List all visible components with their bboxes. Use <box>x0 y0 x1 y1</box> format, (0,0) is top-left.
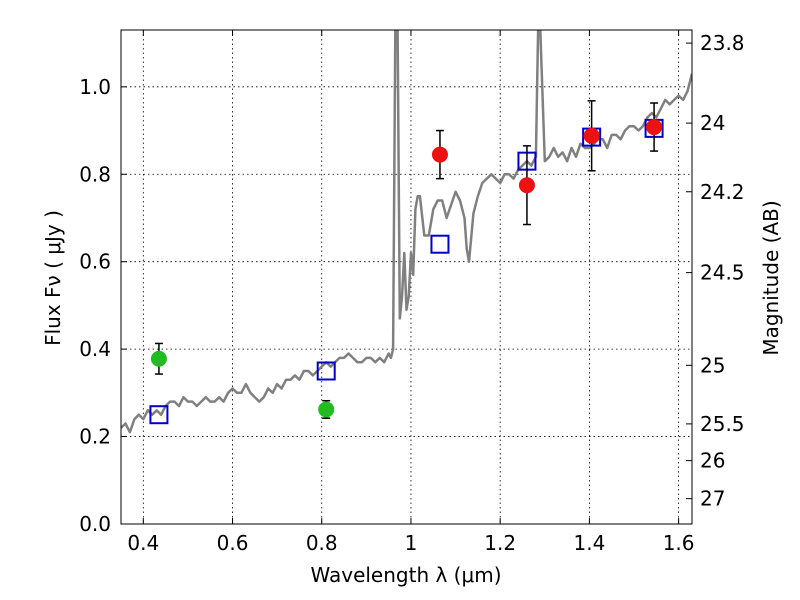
y-axis-title: Flux Fν ( μJy ) <box>41 210 65 346</box>
y-tick-label-4: 0.8 <box>79 162 111 186</box>
sed-line <box>121 30 692 434</box>
y-tick-label-2: 0.4 <box>79 337 111 361</box>
observed-point-3-0 <box>431 146 448 163</box>
right-tick-label-1: 24 <box>700 111 725 135</box>
y-tick-label-3: 0.6 <box>79 250 111 274</box>
observed-point-2-1 <box>318 401 335 418</box>
grid <box>121 30 692 525</box>
right-tick-label-5: 25.5 <box>700 412 745 436</box>
model-square-2 <box>430 234 450 254</box>
x-tick-label-0: 0.4 <box>127 531 159 555</box>
ticks: 0.4 0.6 0.8 1 1.2 1.4 1.6 0.0 0.2 0.4 0.6 0.8 1.0 23.… <box>79 30 745 555</box>
x-tick-label-6: 1.6 <box>663 531 695 555</box>
x-tick-label-4: 1.2 <box>484 531 516 555</box>
y-tick-label-5: 1.0 <box>79 75 111 99</box>
observed-point-3-1 <box>518 177 535 194</box>
plot-area <box>121 30 692 434</box>
right-tick-label-2: 24.2 <box>700 180 745 204</box>
model-square-1 <box>316 361 336 381</box>
x-tick-label-3: 1 <box>405 531 418 555</box>
y-tick-label-1: 0.2 <box>79 425 111 449</box>
observed-point-3-3 <box>646 119 663 136</box>
right-tick-label-6: 26 <box>700 449 725 473</box>
observed-point-3-2 <box>583 127 600 144</box>
y-axis-right-title: Magnitude (AB) <box>759 200 783 355</box>
right-tick-label-3: 24.5 <box>700 261 745 285</box>
y-tick-label-0: 0.0 <box>79 512 111 536</box>
model-square-0 <box>149 405 169 425</box>
x-tick-label-2: 0.8 <box>306 531 338 555</box>
observed-point-2-0 <box>150 350 167 367</box>
right-tick-label-7: 27 <box>700 487 725 511</box>
x-tick-label-5: 1.4 <box>573 531 605 555</box>
right-tick-label-0: 23.8 <box>700 31 745 55</box>
plot-frame <box>120 29 693 525</box>
x-tick-label-1: 0.6 <box>217 531 249 555</box>
x-axis-title: Wavelength λ (μm) <box>310 563 501 587</box>
right-tick-label-4: 25 <box>700 353 725 377</box>
